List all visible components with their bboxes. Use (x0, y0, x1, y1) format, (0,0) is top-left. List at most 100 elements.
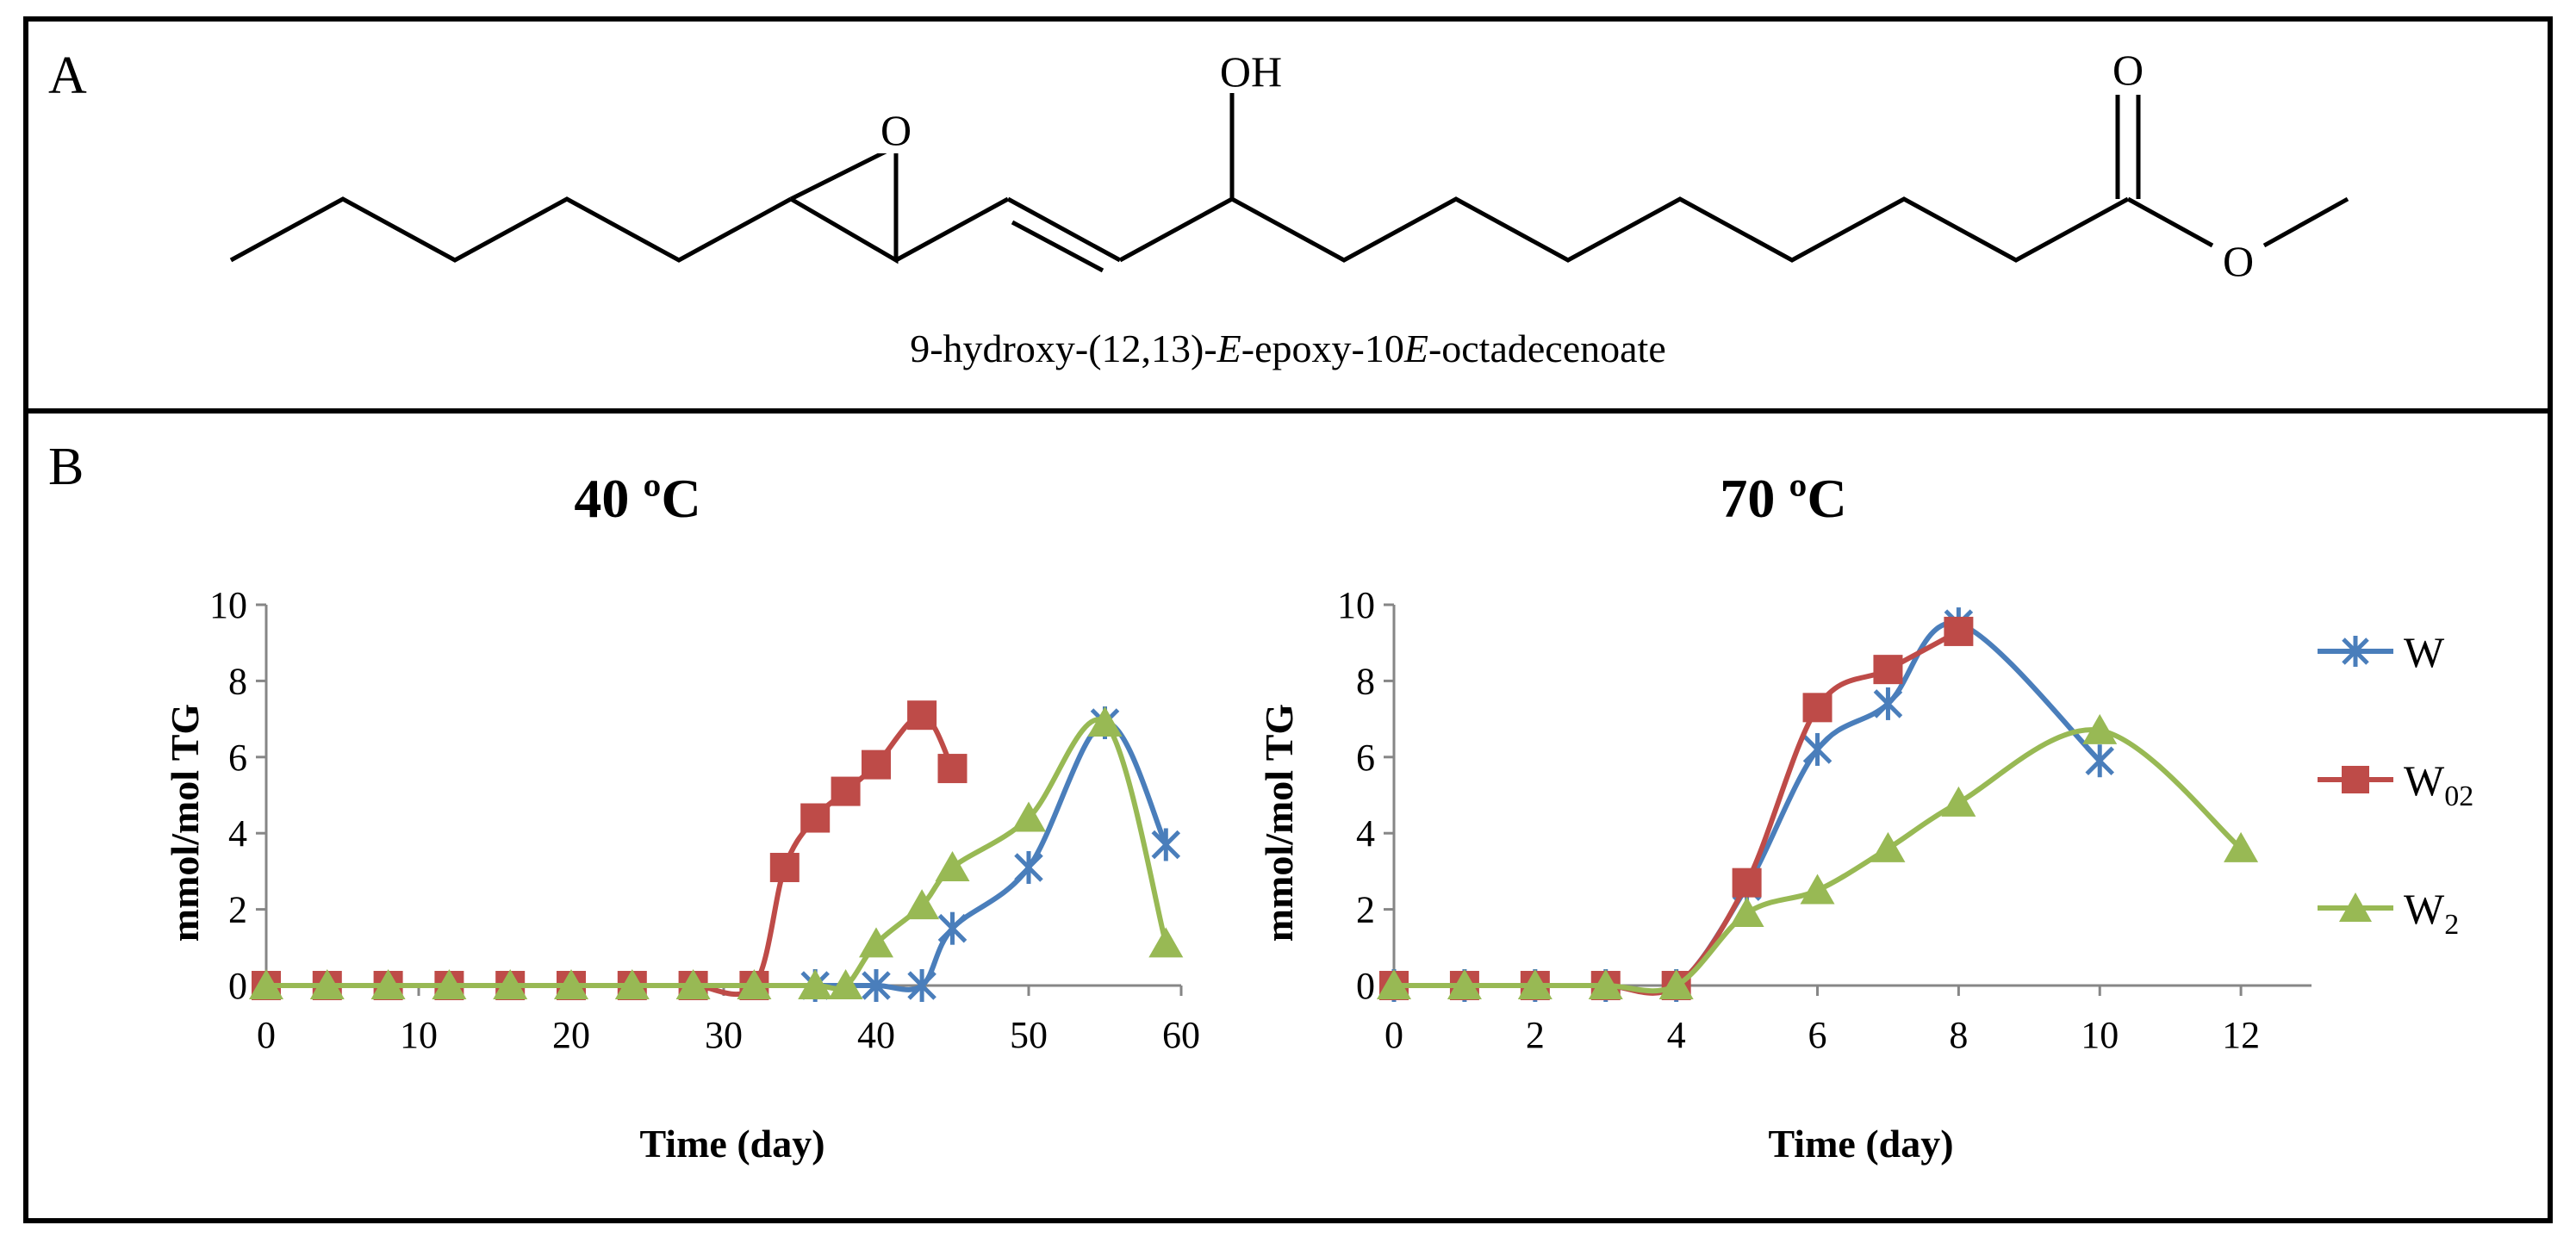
chart-1-point-w2 (1729, 897, 1764, 928)
compound-name: 9-hydroxy-(12,13)-E-epoxy-10E-octadeceno… (910, 326, 1666, 370)
chart-1-point-w2 (1941, 786, 1976, 817)
chart-1-point-w (1873, 687, 1903, 720)
epoxide-oxygen-label: O (880, 106, 912, 154)
chart-0-point-w2 (249, 969, 283, 999)
chart-0-series-w02-line (265, 712, 955, 998)
chart-0-xtick-label: 30 (705, 1014, 743, 1056)
chart-1-ytick-label: 0 (1356, 965, 1375, 1007)
chart-0-point-w02 (769, 852, 800, 882)
chart-1-xtick-label: 8 (1949, 1014, 1968, 1056)
chart-0-point-w (1151, 828, 1181, 861)
chart-1-point-w (2085, 744, 2114, 778)
chart-0-ytick-label: 10 (209, 584, 247, 626)
chart-70c-title: 70 ºC (1720, 468, 1846, 529)
chart-1-point-w02 (1732, 868, 1762, 898)
legend: W W02 W2 (2318, 628, 2473, 941)
double-bond-main (1006, 196, 1122, 263)
chart-1-xtick-label: 2 (1526, 1014, 1545, 1056)
ester-oxygen-label: O (2223, 237, 2254, 285)
chart-0-point-w (937, 911, 968, 945)
chart-40c-title: 40 ºC (574, 468, 700, 529)
chart-0-ytick-label: 8 (228, 660, 247, 702)
chart-1-ytick-label: 6 (1356, 737, 1375, 779)
chart-0-xtick-label: 20 (552, 1014, 590, 1056)
chart-1-xtick-label: 6 (1808, 1014, 1827, 1056)
chart-0-point-w02 (831, 776, 861, 806)
double-bond-second (1011, 220, 1104, 273)
chart-0-point-w (1014, 850, 1043, 884)
chart-0-point-w02 (862, 749, 891, 780)
chart-1-ytick-label: 10 (1337, 584, 1375, 626)
chart-1-point-w2 (1588, 969, 1623, 999)
legend-w-label: W (2404, 628, 2445, 676)
chart-0-point-w2 (828, 969, 863, 999)
chart-0-point-w2 (859, 927, 893, 958)
chart-0-point-w2 (935, 850, 970, 881)
chart-0-point-w02 (937, 754, 968, 784)
chart-1-series-w-line (1393, 620, 2102, 996)
chart-1-ytick-label: 8 (1356, 660, 1375, 702)
legend-w02-label: W02 (2404, 756, 2473, 812)
chart-0-point-w2 (614, 969, 650, 999)
chart-1-point-w2 (1377, 969, 1411, 999)
chart-70c-ylabel: mmol/mol TG (1257, 704, 1301, 942)
epoxide-o-bg (872, 105, 920, 153)
chart-70c-xlabel: Time (day) (1768, 1122, 1953, 1166)
chart-1-point-w2 (1517, 969, 1552, 999)
chart-0-series-w2-line (265, 717, 1169, 992)
chart-0-point-w02 (800, 803, 831, 833)
chart-1-point-w2 (1447, 969, 1482, 999)
chart-0-point-w2 (309, 969, 345, 999)
panel-b-letter: B (48, 438, 84, 496)
chart-1-point-w (1802, 732, 1832, 766)
chart-0-point-w2 (798, 969, 833, 999)
carbonyl-oxygen-label: O (2112, 46, 2144, 94)
chart-0-point-w2 (675, 969, 711, 999)
hydroxyl-label: OH (1220, 47, 1282, 96)
legend-w-marker (2342, 636, 2369, 667)
chart-1-ytick-label: 2 (1356, 889, 1375, 931)
chart-40c-xlabel: Time (day) (639, 1122, 824, 1166)
methyl-bond (2262, 196, 2349, 248)
legend-item-w2: W2 (2318, 885, 2459, 941)
chart-1-series-w2-line (1393, 727, 2243, 994)
chart-0-point-w2 (905, 889, 940, 920)
legend-item-w: W (2318, 628, 2445, 676)
alkyl-chain-head (1118, 196, 2130, 263)
chart-0-point-w (862, 969, 891, 1002)
chart-1-series-w02-line (1393, 629, 1960, 996)
chart-1-xtick-label: 12 (2222, 1014, 2260, 1056)
legend-w02-marker (2342, 766, 2369, 793)
chart-0-point-w2 (370, 969, 406, 999)
chart-0-point-w2 (1087, 706, 1123, 737)
chart-1-point-w2 (2224, 831, 2259, 862)
chart-1-ytick-label: 4 (1356, 812, 1375, 855)
chart-70c: 70 ºC mmol/mol TG Time (day) 0 2 4 6 8 10 0 2 4 6… (1257, 468, 2312, 1166)
legend-w2-label: W2 (2404, 885, 2459, 941)
alkyl-chain-tail (229, 196, 793, 263)
chart-0-point-w2 (554, 969, 588, 999)
chart-1-point-w2 (2082, 713, 2118, 744)
chain-to-alkene (894, 196, 1010, 263)
chart-1-point-w2 (1870, 831, 1906, 862)
chart-1-point-w2 (1658, 969, 1694, 999)
chart-40c-ylabel: mmol/mol TG (163, 704, 207, 942)
chart-1-xtick-label: 4 (1667, 1014, 1686, 1056)
chart-1-point-w02 (1802, 693, 1832, 723)
molecule-structure (229, 93, 2349, 273)
chart-1-point-w2 (1800, 874, 1835, 905)
chart-0-point-w2 (432, 969, 467, 999)
chart-0-xtick-label: 0 (257, 1014, 276, 1056)
chart-0-ytick-label: 0 (228, 965, 247, 1007)
chart-1-xtick-label: 10 (2081, 1014, 2119, 1056)
chart-0-xtick-label: 50 (1010, 1014, 1048, 1056)
chart-0-point-w2 (737, 969, 772, 999)
epoxide-ring (789, 142, 899, 264)
chart-0-point-w2 (1148, 927, 1184, 958)
chart-0-ytick-label: 4 (228, 812, 247, 855)
legend-w2-marker (2339, 892, 2372, 922)
chart-1-point-w02 (1873, 655, 1903, 685)
chart-0-point-w (907, 969, 936, 1002)
chart-1-point-w02 (1944, 616, 1974, 646)
